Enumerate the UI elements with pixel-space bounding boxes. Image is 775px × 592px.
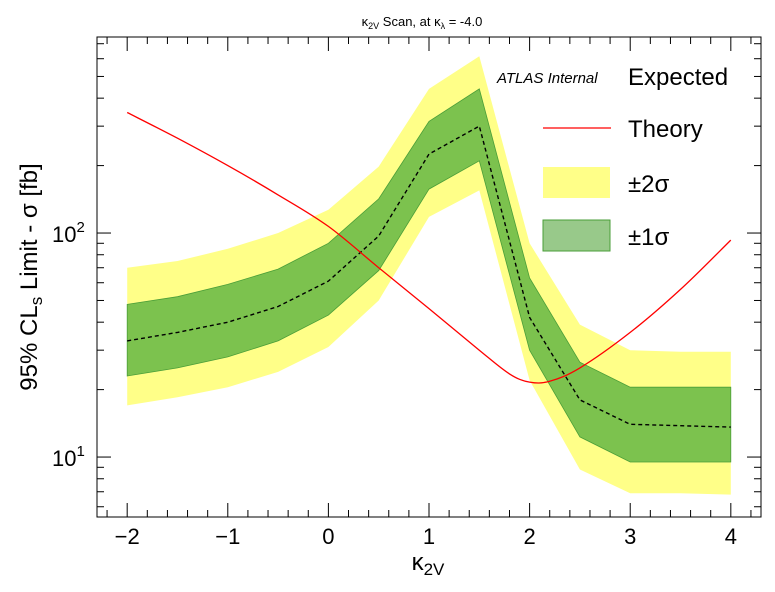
legend: Expected Theory ±2σ ±1σ [542,64,728,252]
atlas-label: ATLAS Internal [496,70,598,87]
x-tick-label: 3 [624,524,636,549]
chart-title: κ2V Scan, at κλ = -4.0 [362,14,483,31]
legend-label-expected: Expected [628,64,728,91]
x-tick-label: 4 [725,524,737,549]
theory-curve [126,111,732,384]
x-tick-label: 2 [523,524,535,549]
legend-label-2sigma: ±2σ [628,171,670,198]
legend-label-1sigma: ±1σ [628,224,670,251]
band-1sigma [126,88,732,463]
legend-swatch-1sigma [542,219,611,252]
y-tick-label: 101 [52,443,85,471]
x-tick-label: 1 [423,524,435,549]
y-axis-label: 95% CLs Limit - σ [fb] [16,163,46,390]
uncertainty-bands [126,56,732,495]
x-tick-label: 0 [322,524,334,549]
x-axis-label: κ2V [412,549,445,579]
data-lines [126,111,732,428]
x-tick-label: −1 [215,524,240,549]
x-tick-label: −2 [115,524,140,549]
axis-ticks: −2 −1 0 1 2 3 4 101 102 [52,37,761,549]
legend-swatch-2sigma [543,167,610,198]
y-tick-label: 102 [52,219,85,247]
legend-label-theory: Theory [628,116,703,143]
